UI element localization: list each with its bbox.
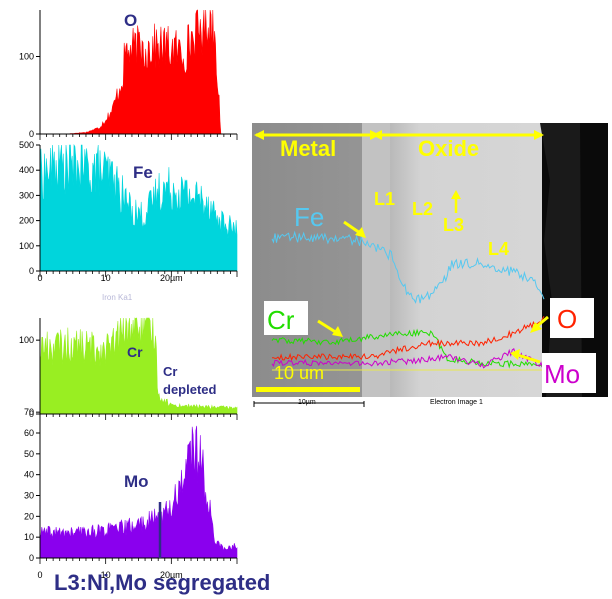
cr-pointer-arrow [317, 319, 338, 335]
cr-trace-label: Cr [267, 305, 295, 335]
iron-profile-panel: 0 100 200 300 400 500 0 10 20µm Fe [19, 140, 238, 283]
oxide-label: Oxide [418, 136, 479, 161]
o-element-label: O [124, 11, 137, 30]
x-tick-label: 0 [37, 273, 42, 283]
mo-element-label: Mo [124, 472, 149, 491]
y-tick-label: 300 [19, 190, 34, 200]
y-tick-label: 50 [24, 449, 34, 459]
fe-trace-label: Fe [294, 202, 324, 232]
y-tick-label: 400 [19, 165, 34, 175]
cr-element-label: Cr [127, 344, 143, 360]
mo-line-scan [271, 348, 545, 370]
o-profile-fill [40, 9, 237, 135]
y-tick-label: 30 [24, 491, 34, 501]
o-label-box [550, 298, 594, 338]
micron-bar-label: 10µm [298, 399, 316, 406]
y-tick-label: 20 [24, 511, 34, 521]
layer-l2-label: L2 [412, 199, 433, 219]
scale-bar-label: 10 um [274, 363, 324, 383]
y-tick-label: 0 [29, 129, 34, 139]
layer-l4-label: L4 [488, 239, 509, 259]
y-tick-label: 100 [19, 52, 34, 62]
mo-profile-fill [39, 425, 238, 559]
fe-pointer-arrow [343, 220, 361, 235]
o-trace-label: O [557, 304, 577, 334]
cr-line-scan [271, 328, 545, 369]
metal-label: Metal [280, 136, 336, 161]
cr-pointer-head [332, 326, 343, 337]
y-tick-label: 100 [19, 241, 34, 251]
l1-layer-band [362, 123, 392, 397]
x-tick-label: 20µm [160, 570, 183, 580]
layer-l1-label: L1 [374, 189, 395, 209]
x-tick-label: 20µm [160, 273, 183, 283]
y-tick-label: 0 [29, 266, 34, 276]
y-tick-label: 0 [29, 553, 34, 563]
o-pointer-head [530, 322, 542, 333]
fe-line-scan [271, 230, 545, 304]
mo-pointer-arrow [517, 353, 541, 364]
y-tick-label: 100 [19, 335, 34, 345]
chromium-profile-panel: 0 100 Cr Iron Ka1 Cr depleted [19, 293, 238, 420]
oxygen-profile-panel: 0 100 O [19, 9, 238, 140]
x-tick-label: 10 [101, 570, 111, 580]
image-caption: Electron Image 1 [430, 399, 483, 406]
oxide-arrowhead-right [534, 130, 544, 140]
scale-bar [256, 387, 360, 392]
l3-arrow-head [451, 190, 461, 199]
y-tick-label: 40 [24, 470, 34, 480]
x-tick-label: 0 [37, 570, 42, 580]
y-tick-label: 200 [19, 216, 34, 226]
sem-line-scan-traces [271, 230, 545, 371]
x-tick-label: 10 [101, 273, 111, 283]
mo-label-box [542, 353, 596, 393]
mo-pointer-head [510, 349, 520, 360]
fe-element-label: Fe [133, 163, 153, 182]
oxide-arrowhead-left [372, 130, 382, 140]
layer-l3-label: L3 [443, 215, 464, 235]
y-tick-label: 0 [29, 409, 34, 419]
sem-cross-section-image: Metal Oxide L1 L2 L3 L4 Fe Cr O Mo 10 um… [252, 121, 608, 421]
y-tick-label: 500 [19, 140, 34, 150]
mo-trace-label: Mo [544, 359, 580, 389]
fe-pointer-head [355, 227, 366, 238]
cr-depleted-annotation: depleted [163, 382, 217, 397]
cr-profile-fill [39, 317, 238, 415]
y-tick-label: 60 [24, 428, 34, 438]
cr-depleted-annotation: Cr [163, 364, 177, 379]
series-sub-label: Iron Ka1 [102, 293, 133, 302]
o-line-scan [272, 316, 545, 362]
fe-profile-fill [39, 143, 238, 272]
segregation-caption: L3:Ni,Mo segregated [54, 570, 271, 595]
cr-label-box [264, 301, 308, 335]
y-tick-label: 70 [24, 407, 34, 417]
y-tick-label: 10 [24, 532, 34, 542]
metal-region [252, 123, 370, 397]
metal-arrowhead-left [254, 130, 264, 140]
